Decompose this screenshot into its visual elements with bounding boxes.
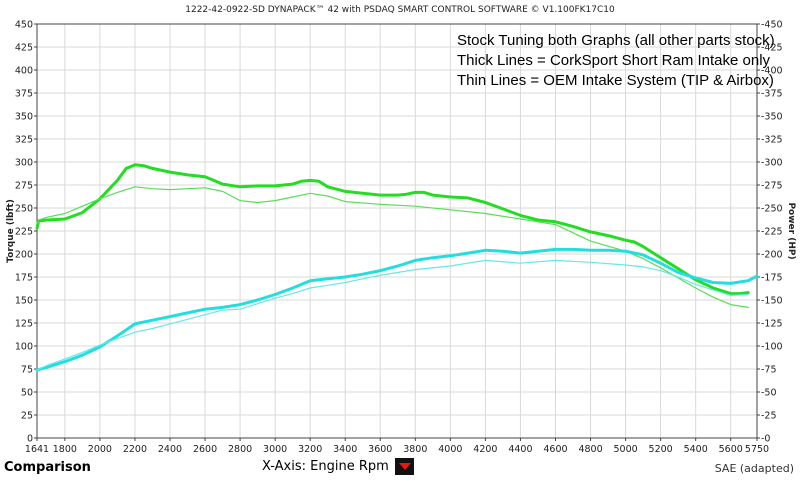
y2-axis-label: Power (HP) bbox=[786, 202, 796, 259]
y-tick-label: 350 bbox=[15, 112, 33, 123]
y-tick-label: 400 bbox=[15, 66, 33, 77]
x-tick-label: 5000 bbox=[613, 444, 637, 455]
chart-header-title: 1222-42-0922-SD DYNAPACK™ 42 with PSDAQ … bbox=[185, 5, 615, 15]
y2-tick-label: -75 bbox=[761, 365, 777, 376]
series-line-1-thick bbox=[35, 163, 750, 296]
annotation-line-3: Thin Lines = OEM Intake System (TIP & Ai… bbox=[457, 72, 774, 89]
y-tick-label: 425 bbox=[15, 43, 33, 54]
x-tick-label: 1641 bbox=[25, 444, 49, 455]
y-tick-label: 325 bbox=[15, 135, 33, 146]
y2-tick-label: -300 bbox=[761, 158, 783, 169]
annotation-line-1: Stock Tuning both Graphs (all other part… bbox=[457, 32, 775, 49]
y-tick-label: 250 bbox=[15, 204, 33, 215]
y2-tick-label: -25 bbox=[761, 411, 777, 422]
y-tick-label: 225 bbox=[15, 227, 33, 238]
y2-tick-label: -250 bbox=[761, 204, 783, 215]
x-tick-label: 3800 bbox=[403, 444, 427, 455]
x-tick-label: 5400 bbox=[684, 444, 708, 455]
x-tick-label: 5750 bbox=[745, 444, 769, 455]
x-tick-label: 3000 bbox=[263, 444, 287, 455]
x-axis-selector-label: X-Axis: Engine Rpm bbox=[262, 459, 389, 474]
series-lines bbox=[35, 163, 759, 372]
x-tick-label: 4200 bbox=[473, 444, 497, 455]
x-axis-selector[interactable]: X-Axis: Engine Rpm bbox=[262, 458, 414, 475]
y-tick-label: 125 bbox=[15, 319, 33, 330]
x-tick-label: 2800 bbox=[228, 444, 252, 455]
y2-tick-label: -100 bbox=[761, 342, 783, 353]
y2-tick-label: -50 bbox=[761, 388, 777, 399]
y2-tick-label: -350 bbox=[761, 112, 783, 123]
y2-tick-label: -175 bbox=[761, 273, 783, 284]
y-tick-label: 25 bbox=[21, 411, 33, 422]
x-tick-label: 3400 bbox=[333, 444, 357, 455]
dyno-chart: 1222-42-0922-SD DYNAPACK™ 42 with PSDAQ … bbox=[6, 5, 796, 456]
x-tick-label: 5600 bbox=[719, 444, 743, 455]
y-tick-label: 300 bbox=[15, 158, 33, 169]
x-tick-label: 5200 bbox=[649, 444, 673, 455]
y-tick-label: 150 bbox=[15, 296, 33, 307]
y-tick-label: 200 bbox=[15, 250, 33, 261]
comparison-label: Comparison bbox=[4, 460, 91, 475]
x-tick-label: 2000 bbox=[88, 444, 112, 455]
tick-labels: 0 25 50 75 100 125 150 175 200 225 250 275 300 325 350… bbox=[15, 20, 783, 456]
x-tick-label: 1800 bbox=[53, 444, 77, 455]
series-line-4-thin bbox=[36, 259, 749, 371]
x-tick-label: 2600 bbox=[193, 444, 217, 455]
y-tick-label: 450 bbox=[15, 20, 33, 31]
y-tick-label: 175 bbox=[15, 273, 33, 284]
series-line-3-thick bbox=[35, 247, 759, 372]
y2-tick-label: -425 bbox=[761, 43, 783, 54]
y2-tick-label: -125 bbox=[761, 319, 783, 330]
y-tick-label: 275 bbox=[15, 181, 33, 192]
y-tick-label: 0 bbox=[27, 434, 33, 445]
chart-annotations: Stock Tuning both Graphs (all other part… bbox=[457, 32, 775, 89]
x-tick-label: 2200 bbox=[123, 444, 147, 455]
y2-tick-label: -375 bbox=[761, 89, 783, 100]
x-tick-label: 4000 bbox=[438, 444, 462, 455]
y2-tick-label: -275 bbox=[761, 181, 783, 192]
y2-tick-label: -225 bbox=[761, 227, 783, 238]
x-tick-label: 4800 bbox=[578, 444, 602, 455]
y2-tick-label: -400 bbox=[761, 66, 783, 77]
y2-tick-label: -450 bbox=[761, 20, 783, 31]
grid bbox=[37, 24, 757, 438]
x-tick-label: 3600 bbox=[368, 444, 392, 455]
y2-tick-label: -0 bbox=[761, 434, 770, 445]
x-tick-label: 4600 bbox=[543, 444, 567, 455]
y-tick-label: 75 bbox=[21, 365, 33, 376]
standard-label: SAE (adapted) bbox=[714, 462, 794, 475]
y-tick-label: 375 bbox=[15, 89, 33, 100]
y-tick-label: 50 bbox=[21, 388, 33, 399]
x-tick-label: 3200 bbox=[298, 444, 322, 455]
series-line-2-thin bbox=[36, 186, 749, 308]
y-axis-label: Torque (lbft) bbox=[6, 199, 16, 263]
chevron-down-icon[interactable] bbox=[394, 458, 414, 475]
x-tick-label: 2400 bbox=[158, 444, 182, 455]
x-tick-label: 4400 bbox=[508, 444, 532, 455]
y-tick-label: 100 bbox=[15, 342, 33, 353]
annotation-line-2: Thick Lines = CorkSport Short Ram Intake… bbox=[457, 52, 771, 69]
y2-tick-label: -325 bbox=[761, 135, 783, 146]
y2-tick-label: -150 bbox=[761, 296, 783, 307]
y2-tick-label: -200 bbox=[761, 250, 783, 261]
